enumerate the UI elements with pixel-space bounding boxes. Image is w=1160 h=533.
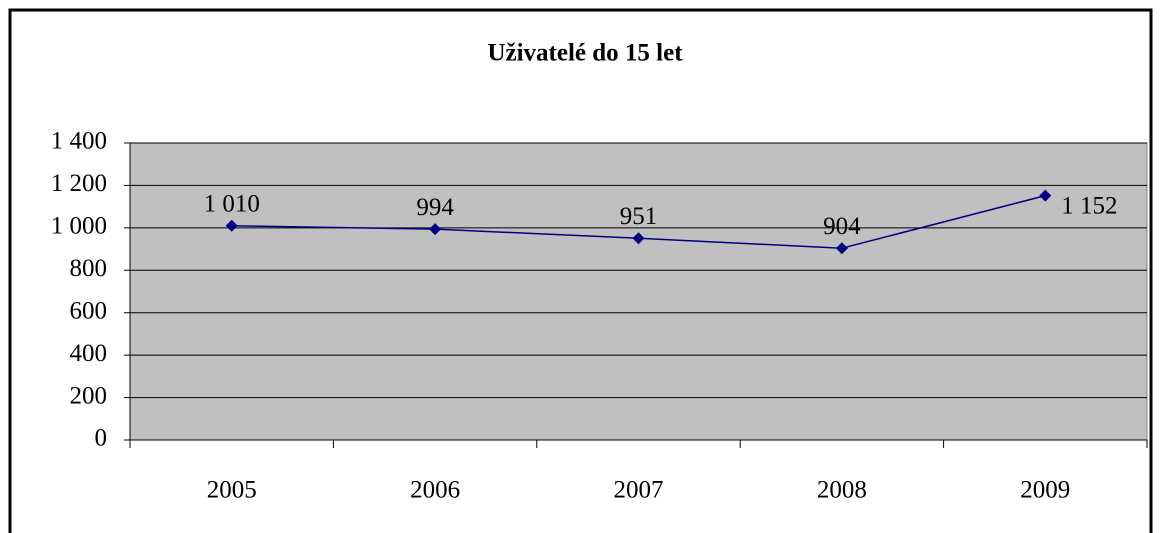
marker (632, 232, 645, 245)
marker (429, 223, 442, 236)
data-label: 951 (620, 203, 658, 230)
x-tick-label: 2006 (410, 477, 460, 504)
y-tick-label: 600 (70, 297, 108, 324)
chart-title: Uživatelé do 15 let (487, 40, 683, 67)
marker (1039, 189, 1052, 202)
y-tick-label: 800 (70, 255, 108, 282)
y-tick-label: 200 (70, 382, 108, 409)
x-tick-label: 2005 (207, 477, 257, 504)
y-tick-label: 0 (95, 425, 108, 452)
x-tick-label: 2008 (817, 477, 867, 504)
data-label: 904 (823, 213, 861, 240)
marker (225, 219, 238, 232)
y-tick-label: 1 400 (51, 128, 107, 155)
x-tick-label: 2009 (1020, 477, 1070, 504)
y-tick-label: 1 200 (51, 170, 107, 197)
data-label: 1 010 (204, 190, 260, 217)
x-tick-label: 2007 (614, 477, 664, 504)
data-label: 994 (416, 194, 454, 221)
marker (835, 242, 848, 255)
y-tick-label: 400 (70, 340, 108, 367)
y-tick-label: 1 000 (51, 213, 107, 240)
plot-area (129, 142, 1148, 441)
data-label: 1 152 (1061, 192, 1117, 219)
chart-frame (8, 8, 1153, 533)
